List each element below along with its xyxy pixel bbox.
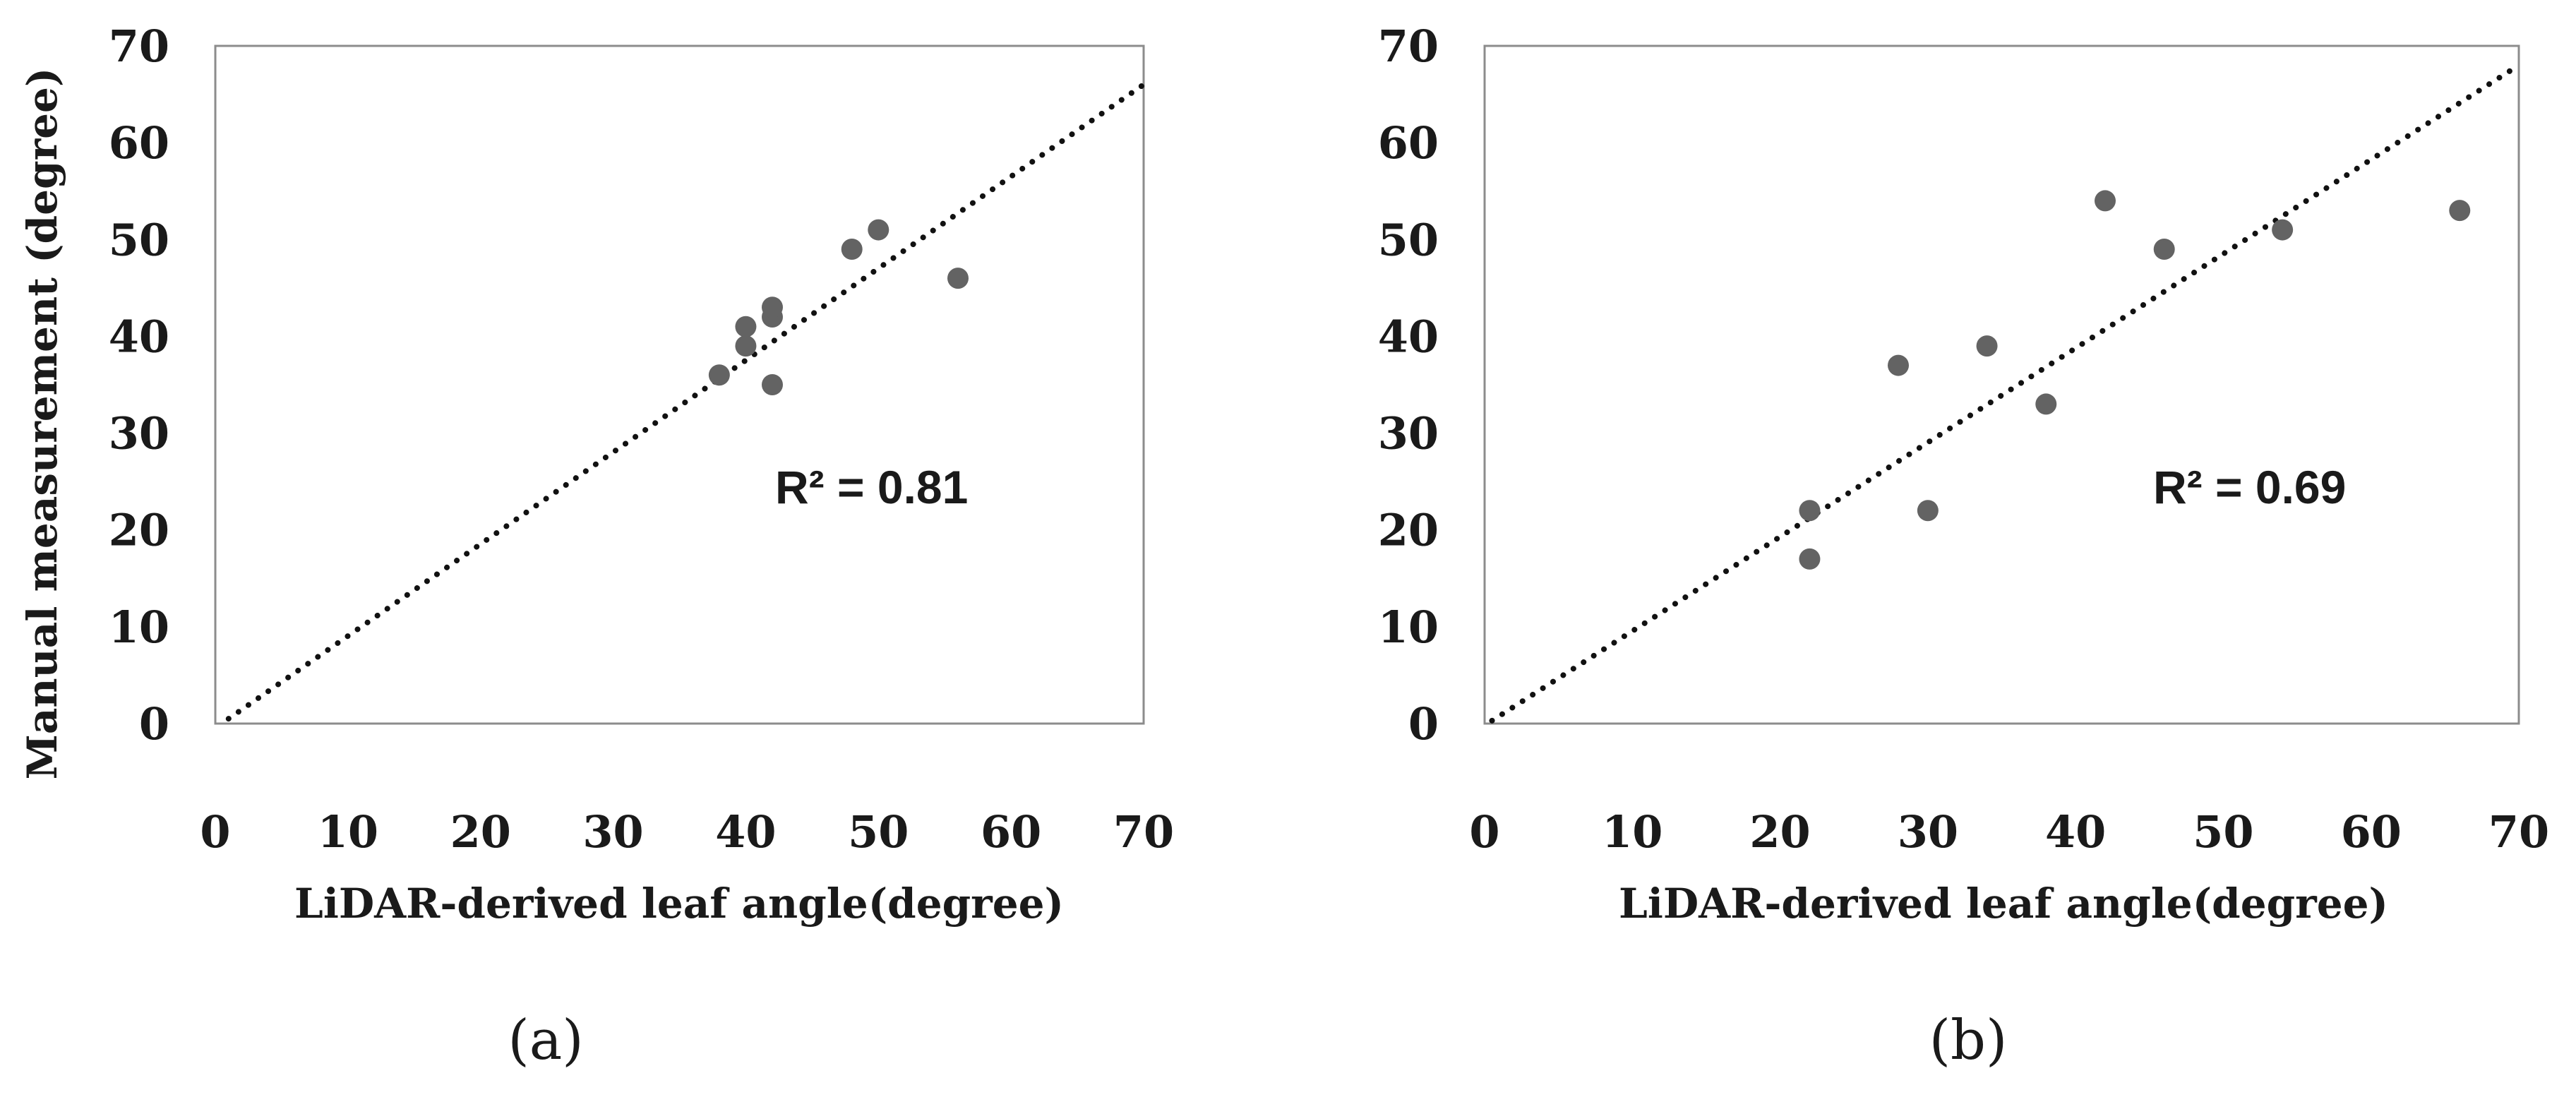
data-point xyxy=(2449,200,2471,222)
y-tick-label: 40 xyxy=(1378,311,1439,362)
y-tick-label: 70 xyxy=(109,20,169,72)
x-tick-label: 10 xyxy=(1602,806,1663,858)
x-tick-label: 20 xyxy=(1749,806,1810,858)
x-tick-label: 10 xyxy=(318,806,378,858)
x-ticks-a: 0 10 20 30 40 50 60 70 xyxy=(200,806,1174,858)
data-point xyxy=(841,239,863,260)
y-tick-label: 50 xyxy=(1378,214,1439,265)
y-tick-label: 10 xyxy=(109,601,169,653)
data-point xyxy=(735,316,757,337)
data-point xyxy=(1976,335,1998,357)
y-tick-label: 30 xyxy=(1378,408,1439,460)
x-tick-label: 30 xyxy=(582,806,643,858)
x-tick-label: 40 xyxy=(715,806,776,858)
data-point xyxy=(1799,548,1821,570)
data-point xyxy=(762,296,783,318)
trendline-b xyxy=(1489,62,2522,724)
y-tick-label: 60 xyxy=(1378,117,1439,169)
data-point xyxy=(1888,354,1909,376)
data-point xyxy=(2095,190,2116,212)
x-tick-label: 40 xyxy=(2045,806,2106,858)
x-tick-label: 70 xyxy=(1113,806,1174,858)
data-point xyxy=(735,335,757,357)
panel-b: 0 10 20 30 40 50 60 70 0 10 20 30 40 50 60 70 R² = 0.6… xyxy=(1378,20,2549,1072)
x-tick-label: 50 xyxy=(2193,806,2253,858)
x-ticks-b: 0 10 20 30 40 50 60 70 xyxy=(1469,806,2549,858)
data-point xyxy=(947,268,969,289)
plot-area-b xyxy=(1483,44,2520,725)
panel-label-a: (a) xyxy=(508,1009,583,1072)
x-tick-label: 60 xyxy=(2341,806,2402,858)
x-tick-label: 20 xyxy=(450,806,511,858)
x-tick-label: 60 xyxy=(981,806,1041,858)
data-point xyxy=(2153,239,2175,260)
x-tick-label: 0 xyxy=(200,806,230,858)
x-tick-label: 70 xyxy=(2488,806,2549,858)
y-tick-label: 40 xyxy=(109,311,169,362)
y-ticks-a: 0 10 20 30 40 50 60 70 xyxy=(109,20,169,750)
y-tick-label: 0 xyxy=(1408,698,1439,750)
y-axis-label-a: Manual measurement (degree) xyxy=(18,68,66,780)
data-point xyxy=(1799,500,1821,522)
y-tick-label: 0 xyxy=(139,698,169,750)
y-tick-label: 20 xyxy=(1378,505,1439,556)
panel-label-b: (b) xyxy=(1929,1009,2008,1072)
points-a xyxy=(708,219,969,395)
y-tick-label: 30 xyxy=(109,408,169,460)
trendline-a xyxy=(225,81,1146,722)
x-axis-label-a: LiDAR-derived leaf angle(degree) xyxy=(294,880,1064,928)
y-tick-label: 10 xyxy=(1378,601,1439,653)
data-point xyxy=(762,374,783,395)
data-point xyxy=(2272,219,2294,241)
data-point xyxy=(2035,393,2057,415)
y-tick-label: 50 xyxy=(109,214,169,265)
x-tick-label: 30 xyxy=(1898,806,1958,858)
panel-a: 0 10 20 30 40 50 60 70 0 10 20 30 40 50 60 70 R² = 0.8… xyxy=(18,20,1174,1072)
data-point xyxy=(708,364,730,386)
y-ticks-b: 0 10 20 30 40 50 60 70 xyxy=(1378,20,1439,750)
x-tick-label: 0 xyxy=(1469,806,1499,858)
y-tick-label: 60 xyxy=(109,117,169,169)
y-tick-label: 70 xyxy=(1378,20,1439,72)
plot-area-a xyxy=(214,44,1145,725)
data-point xyxy=(868,219,889,241)
y-tick-label: 20 xyxy=(109,505,169,556)
data-point xyxy=(1917,500,1939,522)
x-axis-label-b: LiDAR-derived leaf angle(degree) xyxy=(1619,880,2388,928)
x-tick-label: 50 xyxy=(848,806,909,858)
points-b xyxy=(1799,190,2471,570)
r-squared-b: R² = 0.69 xyxy=(2153,461,2346,513)
r-squared-a: R² = 0.81 xyxy=(775,461,968,513)
